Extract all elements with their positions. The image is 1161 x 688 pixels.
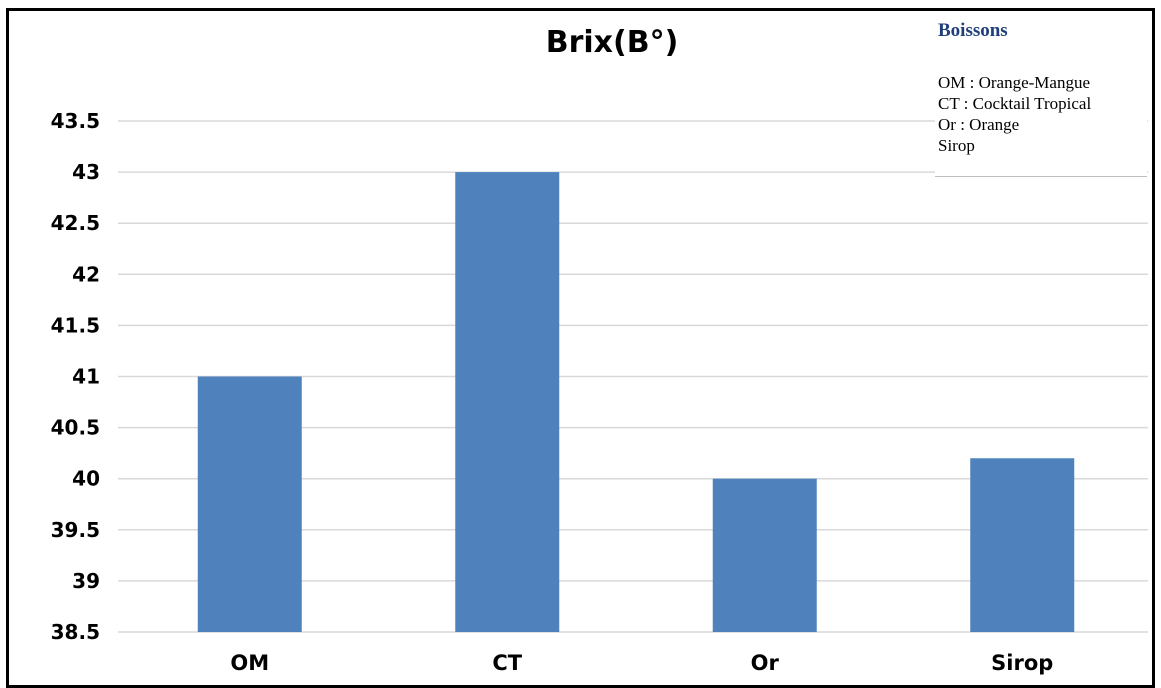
y-tick-label: 39 (72, 569, 100, 593)
bar-ct (455, 172, 560, 632)
y-tick-label: 40 (72, 467, 100, 491)
y-tick-label: 39.5 (51, 518, 100, 542)
x-category-label: Sirop (991, 651, 1053, 675)
legend-item-om: OM : Orange-Mangue (938, 73, 1091, 92)
bars (197, 172, 1075, 632)
chart-title: Brix(B°) (546, 25, 679, 60)
y-tick-label: 43.5 (51, 109, 100, 133)
legend-item-sirop: Sirop (938, 136, 975, 155)
y-tick-label: 38.5 (51, 620, 100, 644)
y-tick-label: 41.5 (51, 313, 100, 337)
y-tick-label: 43 (72, 160, 100, 184)
x-category-label: CT (492, 651, 522, 675)
x-axis-categories: OM CT Or Sirop (230, 651, 1053, 675)
y-axis-ticks: 38.5 39 39.5 40 40.5 41 41.5 42 42.5 43 43.5 (51, 109, 100, 644)
x-category-label: Or (751, 651, 780, 675)
y-tick-label: 41 (72, 365, 100, 389)
bar-om (197, 376, 302, 632)
legend-list: OM : Orange-Mangue CT : Cocktail Tropica… (938, 72, 1091, 156)
legend-item-ct: CT : Cocktail Tropical (938, 94, 1092, 113)
legend-box (935, 14, 1147, 177)
legend-item-or: Or : Orange (938, 115, 1020, 134)
legend-title: Boissons (938, 20, 1008, 41)
bar-or (712, 478, 817, 632)
x-category-label: OM (230, 651, 269, 675)
y-tick-label: 40.5 (51, 416, 100, 440)
y-tick-label: 42 (72, 262, 100, 286)
bar-sirop (970, 458, 1075, 632)
y-tick-label: 42.5 (51, 211, 100, 235)
